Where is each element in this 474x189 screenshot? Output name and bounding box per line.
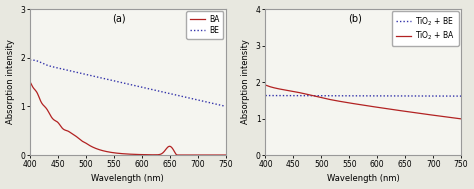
Y-axis label: Absorption intensity: Absorption intensity	[241, 40, 250, 125]
BA	[176, 154, 182, 156]
TiO$_2$ + BA	[439, 115, 445, 118]
TiO$_2$ + BA	[263, 84, 268, 86]
X-axis label: Wavelength (nm): Wavelength (nm)	[327, 174, 400, 184]
BE	[156, 90, 162, 92]
BA	[155, 154, 161, 156]
TiO$_2$ + BA	[458, 118, 464, 120]
BE	[89, 75, 95, 77]
Legend: BA, BE: BA, BE	[186, 11, 223, 39]
BA	[180, 154, 185, 156]
TiO$_2$ + BE	[325, 95, 330, 97]
Line: TiO$_2$ + BA: TiO$_2$ + BA	[265, 85, 461, 119]
BA	[82, 142, 88, 144]
BA	[89, 146, 94, 148]
TiO$_2$ + BE	[439, 95, 445, 97]
TiO$_2$ + BE	[263, 94, 268, 97]
Line: BE: BE	[30, 60, 226, 106]
BE	[223, 105, 228, 107]
Y-axis label: Absorption intensity: Absorption intensity	[6, 40, 15, 125]
TiO$_2$ + BA	[310, 95, 316, 97]
TiO$_2$ + BE	[391, 95, 397, 97]
Line: BA: BA	[30, 82, 226, 155]
Legend: TiO$_2$ + BE, TiO$_2$ + BA: TiO$_2$ + BE, TiO$_2$ + BA	[392, 11, 459, 46]
BE	[204, 101, 210, 103]
BA	[223, 154, 228, 156]
Text: (b): (b)	[347, 13, 362, 23]
TiO$_2$ + BE	[458, 95, 464, 97]
TiO$_2$ + BA	[391, 109, 397, 111]
BA	[204, 154, 210, 156]
TiO$_2$ + BA	[318, 96, 323, 99]
BE	[180, 95, 185, 98]
TiO$_2$ + BA	[325, 98, 330, 100]
BE	[28, 59, 34, 61]
BE	[82, 73, 88, 75]
BA	[75, 136, 81, 139]
BE	[27, 59, 33, 61]
X-axis label: Wavelength (nm): Wavelength (nm)	[91, 174, 164, 184]
BA	[27, 81, 33, 83]
TiO$_2$ + BE	[318, 95, 323, 97]
TiO$_2$ + BE	[415, 95, 420, 97]
Text: (a): (a)	[112, 13, 126, 23]
BE	[75, 71, 81, 74]
TiO$_2$ + BA	[415, 112, 420, 114]
TiO$_2$ + BE	[310, 94, 316, 97]
